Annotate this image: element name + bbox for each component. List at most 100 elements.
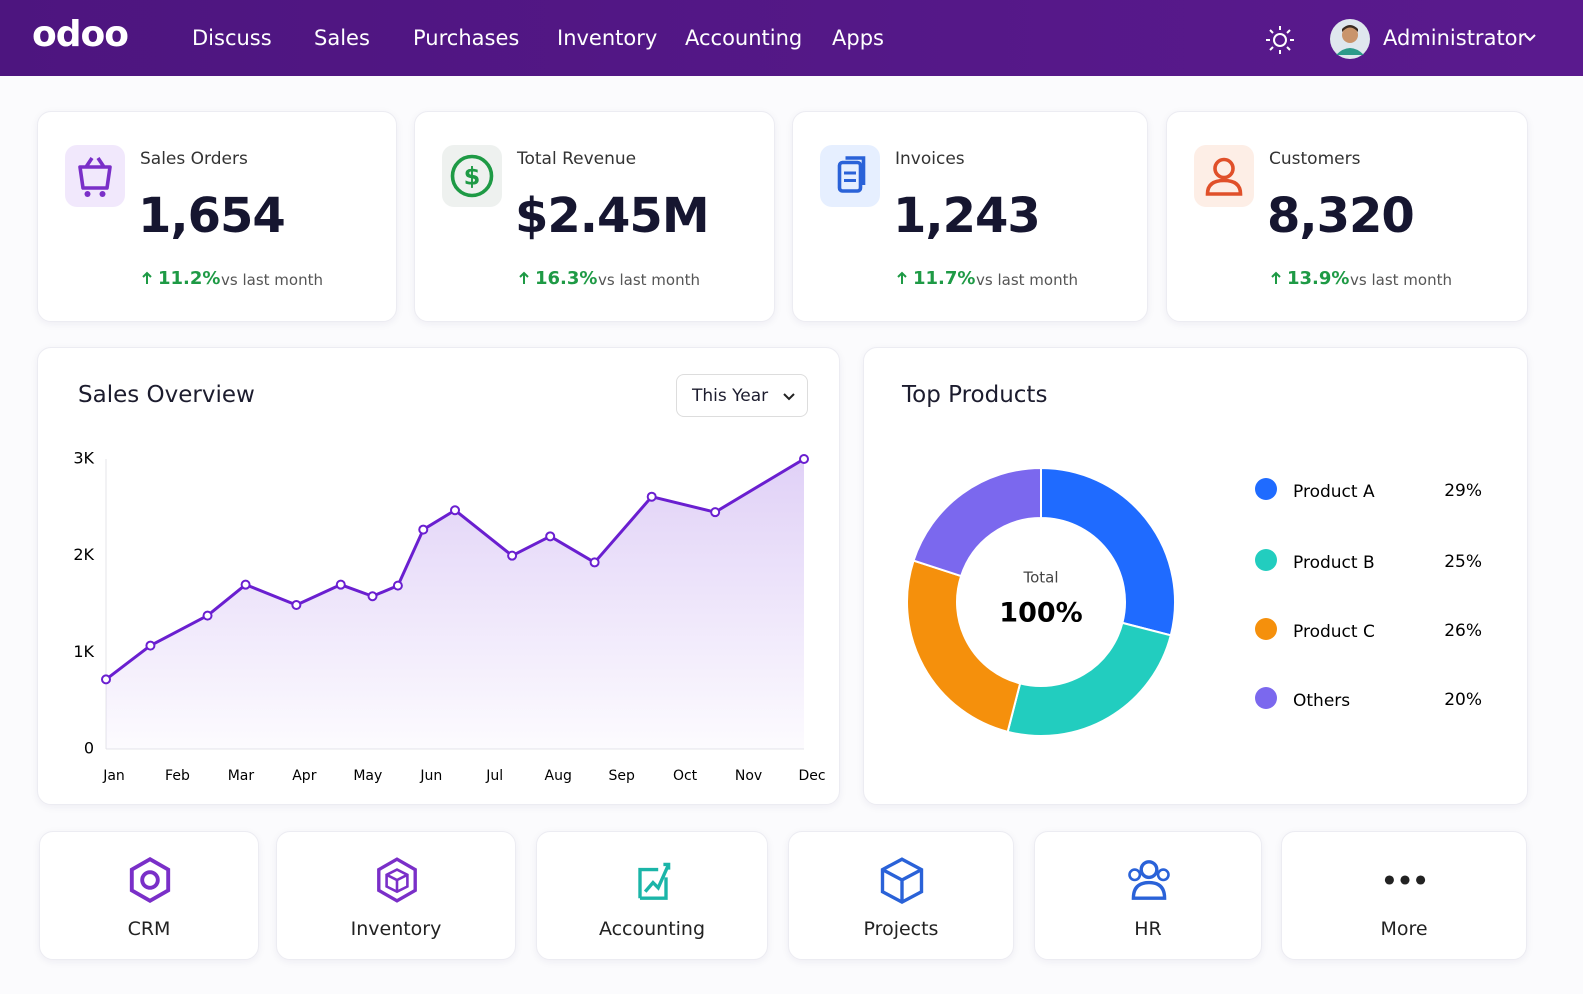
kpi-card: Invoices 1,243 11.7% vs last month	[792, 111, 1148, 322]
point	[291, 599, 302, 610]
point	[646, 491, 657, 502]
kpi-card: $ Total Revenue $2.45M 16.3% vs last month	[414, 111, 775, 322]
icon	[638, 862, 671, 900]
nav-item[interactable]: Sales	[314, 26, 370, 50]
theme-toggle[interactable]	[1266, 26, 1294, 54]
kpi-note: vs last month	[976, 271, 1078, 289]
app-icon	[1379, 854, 1431, 910]
legend-value: 20%	[1444, 690, 1482, 710]
y-tick-label: 3K	[73, 449, 94, 468]
donut-slice	[1040, 466, 1176, 637]
nav-item[interactable]: Inventory	[557, 26, 658, 50]
kpi-value: 8,320	[1267, 188, 1415, 244]
user-menu[interactable]: Administrator	[1383, 26, 1527, 50]
icon: $	[450, 154, 494, 198]
area	[106, 459, 804, 749]
app-tile[interactable]: Projects	[788, 831, 1014, 960]
point	[240, 579, 251, 590]
icon	[1205, 157, 1243, 196]
app-label: Accounting	[598, 918, 706, 940]
x-tick-label: Jul	[485, 768, 503, 784]
app-label: Inventory	[350, 918, 442, 940]
center-value: 100%	[999, 598, 1082, 629]
app-icon	[876, 854, 928, 910]
point	[450, 505, 460, 516]
sales-overview-panel: Sales Overview This Year 0 1K 2K 3K Jan Feb Ma…	[37, 347, 840, 805]
top-nav: odoo Administrator Discuss Sales Purchases…	[0, 0, 1583, 76]
app-tile[interactable]: Inventory	[276, 831, 516, 960]
donut-slice	[912, 466, 1042, 578]
legend-swatch	[1255, 478, 1277, 500]
app-icon	[627, 854, 679, 910]
icon	[880, 857, 924, 905]
kpi-change: 11.2%	[158, 268, 221, 289]
dropdown-label: This Year	[692, 386, 769, 406]
app-tile[interactable]: CRM	[39, 831, 259, 960]
kpi-card: Sales Orders 1,654 11.2% vs last month	[37, 111, 397, 322]
x-tick-label: Jun	[419, 768, 442, 784]
x-tick-label: Oct	[673, 768, 698, 784]
kpi-icon	[1194, 145, 1254, 207]
app-tile[interactable]: HR	[1034, 831, 1262, 960]
legend-label: Product B	[1293, 553, 1375, 573]
donut-chart: Total 100% Product A 29% Product B 25% Produ…	[906, 466, 1482, 737]
icon	[129, 856, 171, 904]
nav-item[interactable]: Purchases	[413, 26, 520, 50]
legend-value: 25%	[1444, 552, 1482, 572]
icon	[1384, 875, 1426, 885]
app-label: HR	[1134, 918, 1162, 940]
period-dropdown[interactable]: This Year	[676, 374, 808, 417]
arrow	[519, 271, 529, 284]
point	[545, 531, 556, 542]
x-tick-label: Nov	[735, 768, 762, 784]
x-tick-label: Apr	[292, 768, 316, 784]
chevron	[1524, 34, 1536, 42]
logo[interactable]: odoo	[32, 14, 129, 55]
app-label: CRM	[127, 918, 171, 940]
kpi-label: Invoices	[895, 149, 965, 169]
app-tile[interactable]: Accounting	[536, 831, 768, 960]
kpi-icon	[820, 145, 880, 207]
line	[105, 457, 805, 681]
kpi-change: 11.7%	[913, 268, 976, 289]
point	[589, 557, 600, 568]
line-chart: 0 1K 2K 3K Jan Feb Mar Apr May Jun Jul Aug Sep Oct Nov…	[73, 449, 825, 785]
legend-swatch	[1255, 687, 1277, 709]
app-icon	[371, 854, 423, 910]
app-icon	[1123, 854, 1175, 910]
y-tick-label: 2K	[73, 545, 94, 564]
avatar[interactable]	[1330, 19, 1370, 59]
arrow-icon	[897, 270, 907, 289]
x-tick-label: May	[353, 768, 382, 784]
legend-label: Product A	[1293, 482, 1375, 502]
point	[507, 550, 518, 561]
kpi-icon	[65, 145, 125, 207]
arrow-icon	[519, 270, 529, 289]
arrow	[1271, 271, 1281, 284]
icon	[377, 857, 417, 903]
nav-item[interactable]: Accounting	[685, 26, 803, 50]
point	[335, 579, 346, 590]
arrow-icon	[142, 270, 152, 289]
app-tile[interactable]: More	[1281, 831, 1527, 960]
center-label: Total	[1022, 569, 1058, 587]
donut-slice	[1006, 621, 1173, 737]
nav-item[interactable]: Apps	[832, 26, 884, 50]
svg-text:$: $	[464, 163, 481, 191]
kpi-note: vs last month	[598, 271, 700, 289]
arrow	[897, 271, 907, 284]
x-tick-label: Feb	[165, 768, 190, 784]
arrow	[142, 271, 152, 284]
x-tick-label: Aug	[545, 768, 572, 784]
x-tick-label: Mar	[228, 768, 255, 784]
icon	[78, 157, 112, 197]
x-tick-label: Dec	[798, 768, 825, 784]
nav-item[interactable]: Discuss	[192, 26, 272, 50]
kpi-change: 13.9%	[1287, 268, 1350, 289]
kpi-label: Total Revenue	[517, 149, 637, 169]
app-icon	[124, 854, 176, 910]
chevron	[783, 393, 795, 401]
kpi-card: Customers 8,320 13.9% vs last month	[1166, 111, 1528, 322]
legend-swatch	[1255, 549, 1277, 571]
kpi-value: $2.45M	[515, 188, 710, 244]
